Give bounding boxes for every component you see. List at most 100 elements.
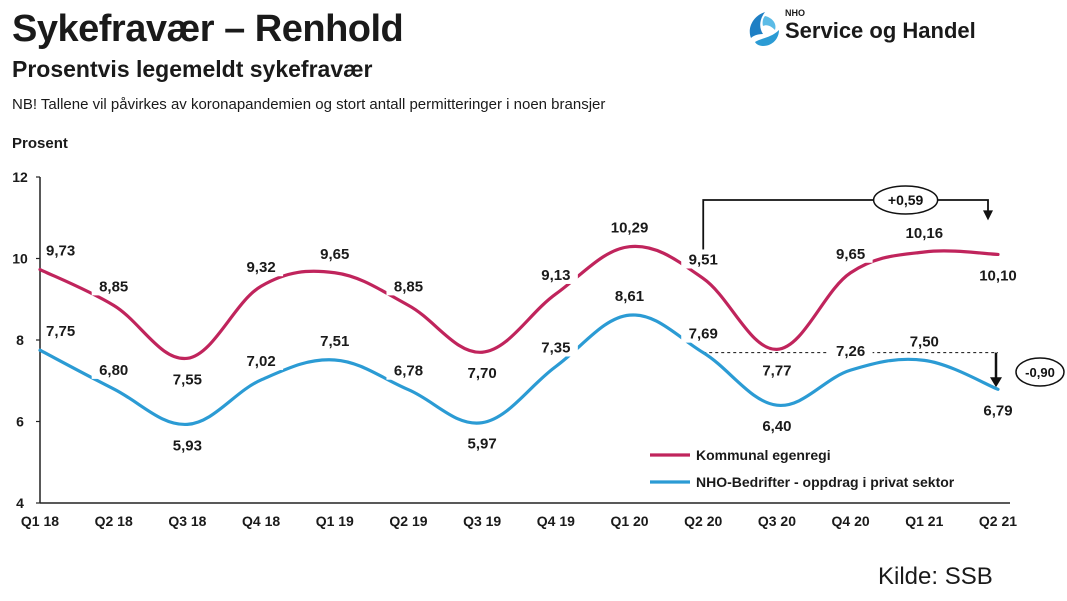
change-badge-label: -0,90 bbox=[1025, 365, 1055, 380]
data-label-bg bbox=[239, 350, 284, 370]
y-axis-label: Prosent bbox=[12, 135, 68, 152]
data-label: 7,55 bbox=[173, 371, 202, 388]
data-label-bg bbox=[165, 369, 210, 389]
data-label: 8,61 bbox=[615, 288, 644, 305]
data-label: 10,16 bbox=[906, 225, 944, 242]
data-label-bg bbox=[754, 416, 799, 436]
data-label: 9,73 bbox=[46, 243, 75, 260]
data-label: 7,77 bbox=[762, 362, 791, 379]
data-label: 6,40 bbox=[762, 418, 791, 435]
source-note: Kilde: SSB bbox=[878, 563, 993, 590]
x-tick-label: Q2 21 bbox=[979, 513, 1017, 529]
change-badge-label: +0,59 bbox=[888, 192, 924, 208]
data-label: 7,02 bbox=[246, 353, 275, 370]
data-label: 5,93 bbox=[173, 437, 202, 454]
data-label: 9,13 bbox=[541, 267, 570, 284]
data-label: 7,35 bbox=[541, 339, 570, 356]
x-tick-label: Q2 20 bbox=[684, 513, 722, 529]
data-label: 7,70 bbox=[468, 365, 497, 382]
data-label: 6,79 bbox=[983, 402, 1012, 419]
data-label-bg bbox=[607, 217, 652, 237]
y-tick-label: 6 bbox=[16, 414, 24, 430]
data-label-bg bbox=[754, 360, 799, 380]
data-label: 9,32 bbox=[246, 259, 275, 276]
x-tick-label: Q4 18 bbox=[242, 513, 280, 529]
page-title: Sykefravær – Renhold bbox=[12, 8, 404, 50]
page-note: NB! Tallene vil påvirkes av koronapandem… bbox=[12, 96, 606, 113]
data-label: 8,85 bbox=[394, 278, 423, 295]
data-label-bg bbox=[681, 323, 726, 343]
data-label: 9,51 bbox=[689, 251, 718, 268]
upper-bracket bbox=[702, 199, 989, 257]
change-badge bbox=[872, 185, 939, 215]
lower-arrowhead bbox=[990, 377, 1002, 388]
data-label: 10,29 bbox=[611, 220, 649, 237]
data-label-bg bbox=[386, 360, 431, 380]
logo-name: Service og Handel bbox=[785, 18, 976, 43]
data-label-bg bbox=[533, 264, 578, 284]
data-label-bg bbox=[239, 257, 284, 277]
data-label-bg bbox=[91, 359, 136, 379]
data-label-bg bbox=[460, 433, 505, 453]
x-tick-label: Q1 20 bbox=[610, 513, 648, 529]
series-line-kommunal bbox=[38, 244, 1000, 360]
data-label-bg bbox=[460, 363, 505, 383]
x-tick-label: Q4 19 bbox=[537, 513, 575, 529]
data-label: 7,75 bbox=[46, 323, 75, 340]
x-tick-label: Q1 21 bbox=[905, 513, 943, 529]
legend-label: NHO-Bedrifter - oppdrag i privat sektor bbox=[696, 474, 955, 490]
data-label: 5,97 bbox=[468, 436, 497, 453]
x-tick-label: Q2 18 bbox=[95, 513, 133, 529]
series-line-nho bbox=[38, 313, 1000, 426]
y-tick-label: 12 bbox=[12, 169, 28, 185]
y-tick-label: 8 bbox=[16, 332, 24, 348]
data-label-bg bbox=[165, 435, 210, 455]
data-label: 8,85 bbox=[99, 278, 128, 295]
logo-small-text: NHO bbox=[785, 8, 805, 18]
data-label-bg bbox=[902, 222, 947, 242]
data-label: 7,26 bbox=[836, 343, 865, 360]
data-label-bg bbox=[681, 249, 726, 269]
data-label-bg bbox=[828, 341, 873, 361]
data-label: 6,78 bbox=[394, 363, 423, 380]
data-label: 9,65 bbox=[836, 246, 865, 263]
x-tick-label: Q1 19 bbox=[316, 513, 354, 529]
y-tick-label: 4 bbox=[16, 495, 24, 511]
data-label-bg bbox=[44, 321, 88, 341]
data-label-bg bbox=[386, 276, 431, 296]
data-labels: 9,73 8,85 7,55 9,32 9,65 8,85 7,70 9,13 10,29 9,5… bbox=[44, 217, 1020, 455]
change-badge bbox=[1015, 357, 1065, 387]
legend-label: Kommunal egenregi bbox=[696, 447, 831, 463]
data-label-bg bbox=[607, 286, 652, 306]
data-label-bg bbox=[312, 243, 357, 263]
data-label: 7,50 bbox=[910, 333, 939, 350]
data-label-bg bbox=[976, 400, 1020, 420]
data-label: 9,65 bbox=[320, 246, 349, 263]
change-annotations: +0,59 -0,90 bbox=[702, 185, 1065, 388]
chart-legend: Kommunal egenregi NHO-Bedrifter - oppdrag… bbox=[650, 447, 955, 490]
data-label: 7,69 bbox=[689, 326, 718, 343]
x-tick-label: Q4 20 bbox=[832, 513, 870, 529]
data-label: 6,80 bbox=[99, 362, 128, 379]
x-tick-label: Q1 18 bbox=[21, 513, 59, 529]
x-tick-label: Q3 19 bbox=[463, 513, 501, 529]
data-label-bg bbox=[902, 331, 947, 351]
chart-axes: 4 6 8 10 12 Q1 18 Q2 18 Q3 18 Q4 18 Q1 19 Q2 19 Q3 … bbox=[12, 169, 1017, 529]
data-label-bg bbox=[312, 330, 357, 350]
x-tick-label: Q3 18 bbox=[168, 513, 206, 529]
upper-arrowhead bbox=[983, 210, 993, 221]
data-label: 10,10 bbox=[979, 267, 1017, 284]
brand-logo: NHO Service og Handel bbox=[745, 6, 985, 50]
data-label-bg bbox=[828, 243, 873, 263]
data-label-bg bbox=[533, 337, 578, 357]
data-label-bg bbox=[44, 240, 88, 260]
x-tick-label: Q3 20 bbox=[758, 513, 796, 529]
y-tick-label: 10 bbox=[12, 251, 28, 267]
page-subtitle: Prosentvis legemeldt sykefravær bbox=[12, 56, 373, 82]
data-label-bg bbox=[91, 276, 136, 296]
x-tick-label: Q2 19 bbox=[389, 513, 427, 529]
chart-series bbox=[38, 244, 1000, 426]
data-label-bg bbox=[976, 265, 1020, 285]
data-label: 7,51 bbox=[320, 333, 349, 350]
